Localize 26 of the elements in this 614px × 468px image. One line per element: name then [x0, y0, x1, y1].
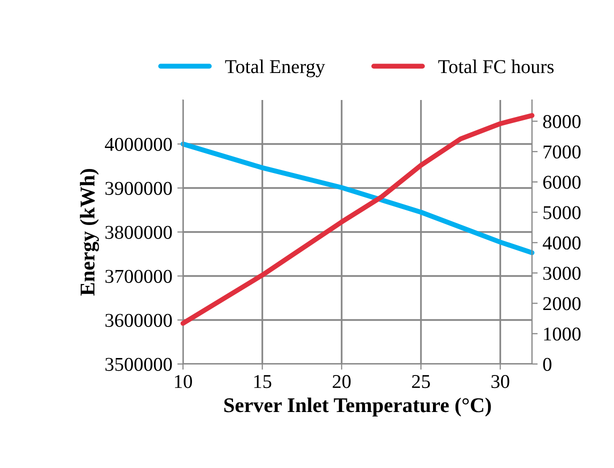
- y2-tick-label: 6000: [543, 176, 581, 189]
- line-series: [180, 113, 534, 326]
- x-tick-label: 25: [412, 375, 430, 388]
- y2-tick-label: 1000: [544, 327, 581, 341]
- y2-tick-label: 0: [543, 358, 552, 371]
- legend-label: Total FC hours: [438, 60, 554, 74]
- y2-tick-label: 7000: [544, 145, 581, 159]
- y2-tick-label: 8000: [543, 115, 581, 128]
- x-tick-label: 10: [174, 374, 192, 388]
- x-tick-label: 15: [254, 375, 272, 388]
- legend-label: Total Energy: [225, 60, 326, 78]
- y-tick-label: 3900000: [105, 182, 172, 195]
- x-axis-title: Server Inlet Temperature (°C): [224, 398, 491, 416]
- line-series: [180, 142, 534, 256]
- y-tick-label: 3700000: [105, 270, 172, 283]
- x-tick-label: 30: [491, 374, 510, 388]
- y2-tick-label: 5000: [544, 206, 581, 220]
- y-tick-label: 3600000: [105, 314, 172, 327]
- x-tick-label: 20: [332, 374, 351, 388]
- y2-tick-label: 3000: [543, 266, 581, 280]
- y-tick-label: 3800000: [105, 226, 172, 239]
- y-tick-label: 3500000: [105, 358, 172, 371]
- y-axis-title: Energy (kWh): [80, 168, 99, 296]
- y2-tick-label: 4000: [542, 236, 581, 250]
- y2-tick-label: 2000: [543, 297, 581, 310]
- y-tick-label: 4000000: [104, 138, 172, 151]
